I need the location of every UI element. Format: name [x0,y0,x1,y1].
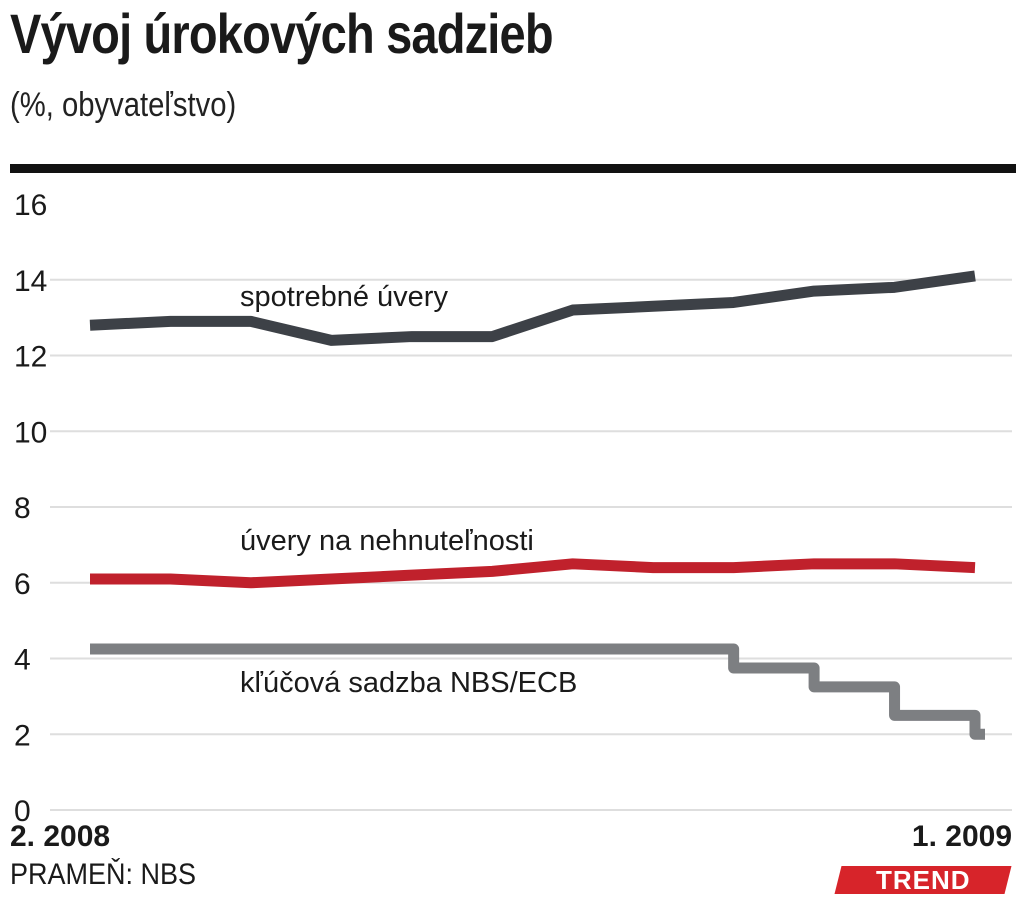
y-tick-label: 0 [14,795,31,828]
y-tick-label: 12 [14,341,47,374]
series-lines [89,270,985,740]
series-labels: spotrebné úvery úvery na nehnuteľnosti kľú… [240,281,577,699]
y-tick-label: 6 [14,568,31,601]
x-tick-end: 1. 2009 [912,820,1012,853]
series-label: úvery na nehnuteľnosti [240,525,534,557]
series-line [90,643,985,740]
series-label: kľúčová sadzba NBS/ECB [240,667,577,699]
series-line [90,558,976,589]
trend-logo: TREND [834,865,1012,895]
y-tick-label: 16 [14,189,47,222]
y-axis-ticks: 0 2 4 6 8 10 12 14 16 [14,189,47,828]
header-rule [10,164,1016,173]
chart-subtitle: (%, obyvateľstvo) [10,86,237,124]
series-line [89,270,976,346]
y-tick-label: 8 [14,492,31,525]
y-tick-label: 14 [14,265,47,298]
y-tick-label: 2 [14,719,31,752]
series-label: spotrebné úvery [240,281,448,313]
y-tick-label: 4 [14,644,31,677]
chart-title: Vývoj úrokových sadzieb [10,2,554,65]
source-note: PRAMEŇ: NBS [10,858,197,891]
y-tick-label: 10 [14,416,47,449]
x-tick-start: 2. 2008 [10,820,110,853]
